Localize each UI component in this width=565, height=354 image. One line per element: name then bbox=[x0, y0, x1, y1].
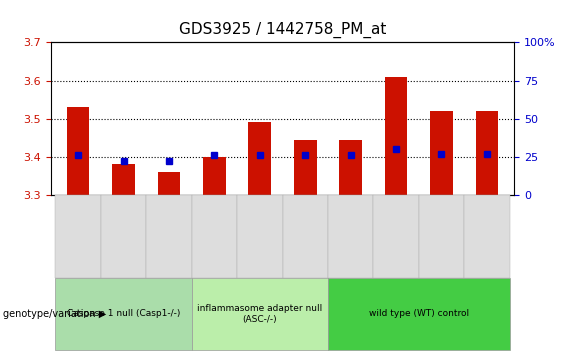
Title: GDS3925 / 1442758_PM_at: GDS3925 / 1442758_PM_at bbox=[179, 22, 386, 38]
Text: inflammasome adapter null
(ASC-/-): inflammasome adapter null (ASC-/-) bbox=[197, 304, 323, 324]
Bar bbox=[385, 77, 407, 195]
Text: Caspase 1 null (Casp1-/-): Caspase 1 null (Casp1-/-) bbox=[67, 309, 180, 319]
Text: wild type (WT) control: wild type (WT) control bbox=[369, 309, 469, 319]
Legend: transformed count, percentile rank within the sample: transformed count, percentile rank withi… bbox=[56, 284, 259, 317]
Bar bbox=[249, 122, 271, 195]
Text: genotype/variation ▶: genotype/variation ▶ bbox=[3, 309, 106, 319]
Bar bbox=[67, 107, 89, 195]
Bar bbox=[203, 157, 226, 195]
Bar bbox=[476, 111, 498, 195]
Bar bbox=[294, 139, 316, 195]
Bar bbox=[430, 111, 453, 195]
Bar bbox=[158, 172, 180, 195]
Bar bbox=[112, 164, 135, 195]
Bar bbox=[339, 139, 362, 195]
